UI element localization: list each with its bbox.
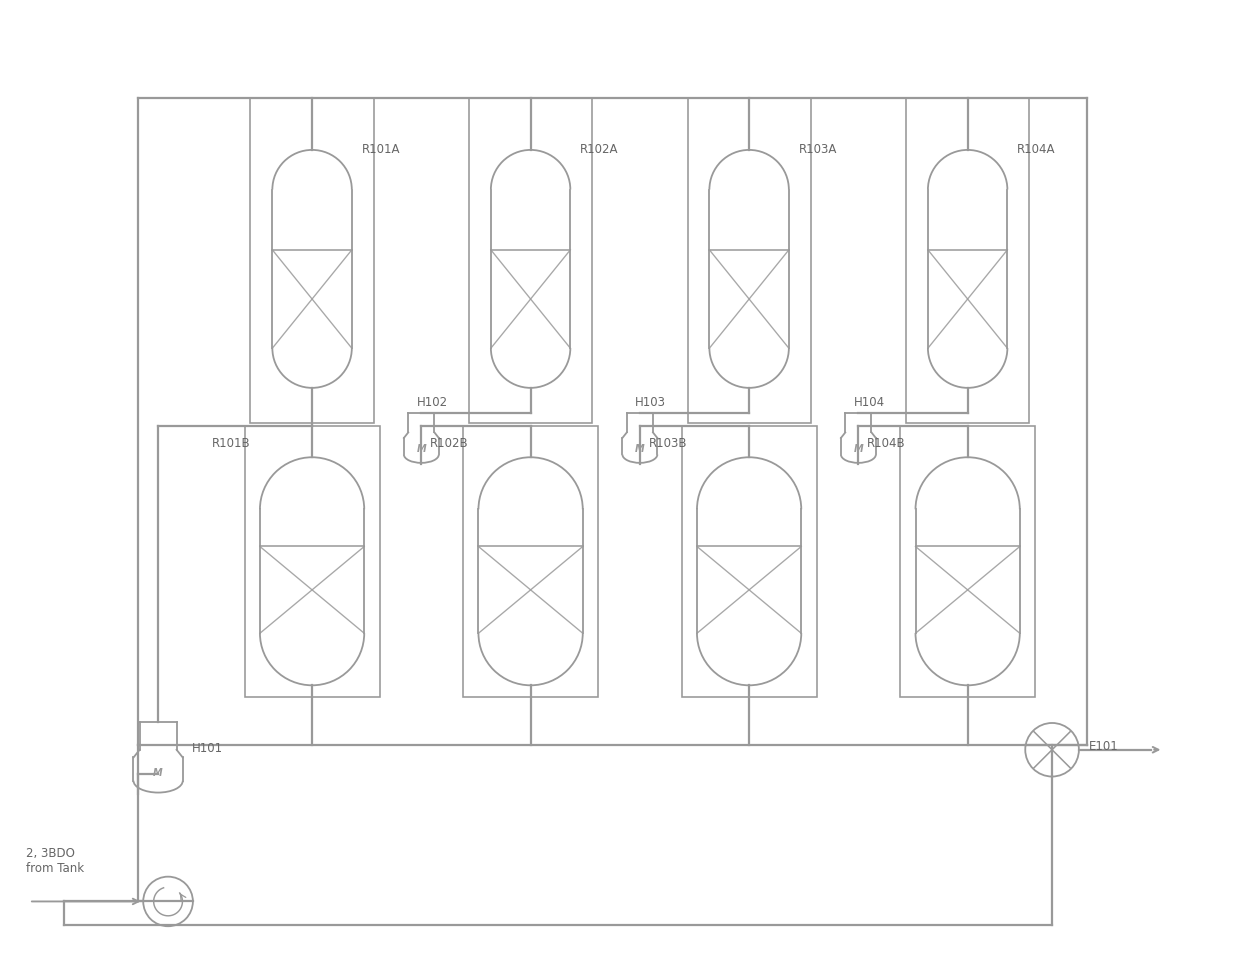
Text: R101B: R101B	[211, 437, 250, 449]
Text: R103A: R103A	[799, 143, 837, 155]
Bar	[469, 100, 593, 423]
Text: 2, 3BDO
from Tank: 2, 3BDO from Tank	[26, 846, 84, 873]
Text: R102B: R102B	[430, 437, 469, 449]
Text: R101A: R101A	[362, 143, 401, 155]
Bar	[906, 100, 1029, 423]
Text: E101: E101	[1089, 740, 1118, 752]
Text: R102A: R102A	[580, 143, 619, 155]
Bar	[244, 426, 379, 698]
Text: R103B: R103B	[649, 437, 687, 449]
Text: H103: H103	[635, 396, 666, 409]
Text: H102: H102	[417, 396, 448, 409]
Text: M: M	[635, 444, 645, 454]
Text: M: M	[417, 444, 427, 454]
Text: R104A: R104A	[1017, 143, 1055, 155]
Bar	[463, 426, 598, 698]
Text: H104: H104	[853, 396, 884, 409]
Text: M: M	[853, 444, 863, 454]
Bar	[682, 426, 817, 698]
Text: H101: H101	[192, 742, 223, 754]
Bar	[250, 100, 373, 423]
Text: M: M	[154, 767, 162, 778]
Bar	[687, 100, 811, 423]
Text: R104B: R104B	[867, 437, 905, 449]
Bar	[900, 426, 1035, 698]
